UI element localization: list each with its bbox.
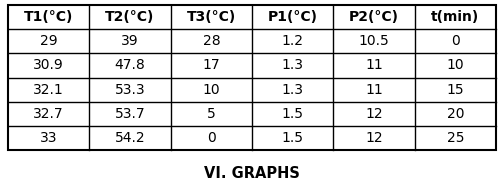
Text: 20: 20 xyxy=(447,107,464,121)
Text: 11: 11 xyxy=(365,83,383,97)
Text: 17: 17 xyxy=(203,58,220,72)
Text: 11: 11 xyxy=(365,58,383,72)
Text: 10: 10 xyxy=(447,58,464,72)
Text: P1(°C): P1(°C) xyxy=(268,10,318,24)
Text: t(min): t(min) xyxy=(431,10,479,24)
Text: VI. GRAPHS: VI. GRAPHS xyxy=(204,165,300,180)
Text: 47.8: 47.8 xyxy=(114,58,145,72)
Text: 10: 10 xyxy=(203,83,220,97)
Text: 28: 28 xyxy=(203,34,220,48)
Text: 5: 5 xyxy=(207,107,216,121)
Text: 12: 12 xyxy=(365,131,383,145)
Text: 12: 12 xyxy=(365,107,383,121)
Text: T2(°C): T2(°C) xyxy=(105,10,155,24)
Text: 15: 15 xyxy=(447,83,464,97)
Text: 54.2: 54.2 xyxy=(115,131,145,145)
Text: P2(°C): P2(°C) xyxy=(349,10,399,24)
Text: 30.9: 30.9 xyxy=(33,58,64,72)
Text: 0: 0 xyxy=(451,34,460,48)
Text: 1.3: 1.3 xyxy=(282,83,304,97)
Text: 10.5: 10.5 xyxy=(359,34,390,48)
Text: T1(°C): T1(°C) xyxy=(24,10,74,24)
Text: 25: 25 xyxy=(447,131,464,145)
Text: 29: 29 xyxy=(40,34,57,48)
Text: 53.7: 53.7 xyxy=(115,107,145,121)
Text: 1.3: 1.3 xyxy=(282,58,304,72)
Text: 53.3: 53.3 xyxy=(115,83,145,97)
Text: 32.1: 32.1 xyxy=(33,83,64,97)
Text: 32.7: 32.7 xyxy=(33,107,64,121)
Text: T3(°C): T3(°C) xyxy=(186,10,236,24)
Text: 0: 0 xyxy=(207,131,216,145)
Text: 33: 33 xyxy=(40,131,57,145)
Text: 1.5: 1.5 xyxy=(282,107,304,121)
Text: 1.2: 1.2 xyxy=(282,34,304,48)
Text: 1.5: 1.5 xyxy=(282,131,304,145)
Text: 39: 39 xyxy=(121,34,139,48)
